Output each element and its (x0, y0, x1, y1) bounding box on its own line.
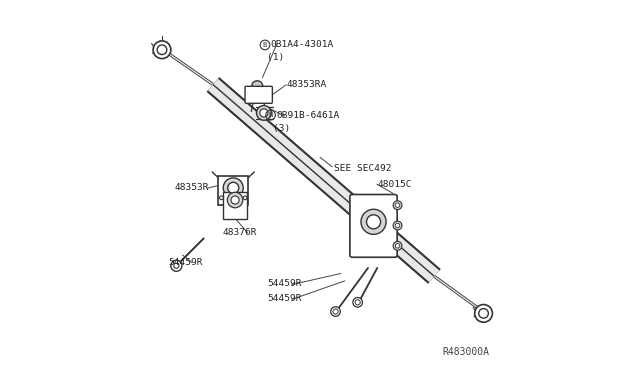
FancyBboxPatch shape (350, 195, 397, 257)
Circle shape (393, 221, 402, 230)
Circle shape (361, 209, 386, 234)
Text: (3): (3) (273, 124, 291, 133)
Circle shape (227, 192, 243, 208)
Text: 54459R: 54459R (268, 279, 302, 288)
Text: 0B1A4-4301A: 0B1A4-4301A (271, 41, 334, 49)
Circle shape (367, 215, 381, 229)
Text: 48015C: 48015C (378, 180, 412, 189)
Text: SEE SEC492: SEE SEC492 (333, 164, 391, 173)
Circle shape (231, 196, 239, 204)
Circle shape (257, 106, 271, 120)
Text: B: B (263, 42, 267, 48)
Text: 54459R: 54459R (268, 294, 302, 303)
Circle shape (393, 201, 402, 210)
FancyBboxPatch shape (223, 192, 247, 219)
Circle shape (220, 196, 223, 200)
Text: 48353RA: 48353RA (287, 80, 327, 89)
Circle shape (396, 203, 400, 208)
Circle shape (243, 196, 247, 200)
Text: 54459R: 54459R (168, 258, 202, 267)
FancyBboxPatch shape (218, 176, 248, 205)
Circle shape (260, 109, 268, 117)
Circle shape (153, 41, 171, 59)
Text: N: N (269, 112, 273, 118)
Circle shape (331, 307, 340, 316)
Circle shape (353, 298, 362, 307)
Text: 48353R: 48353R (175, 183, 209, 192)
Circle shape (396, 244, 400, 248)
Circle shape (393, 241, 402, 250)
Circle shape (475, 305, 492, 322)
Circle shape (228, 182, 239, 193)
Text: (1): (1) (268, 53, 284, 62)
Circle shape (252, 81, 263, 92)
Text: 48376R: 48376R (223, 228, 257, 237)
Circle shape (396, 223, 400, 228)
Circle shape (223, 178, 243, 198)
Circle shape (171, 260, 182, 271)
FancyBboxPatch shape (245, 86, 273, 103)
Text: R483000A: R483000A (443, 347, 490, 357)
Text: 0B91B-6461A: 0B91B-6461A (276, 110, 340, 120)
